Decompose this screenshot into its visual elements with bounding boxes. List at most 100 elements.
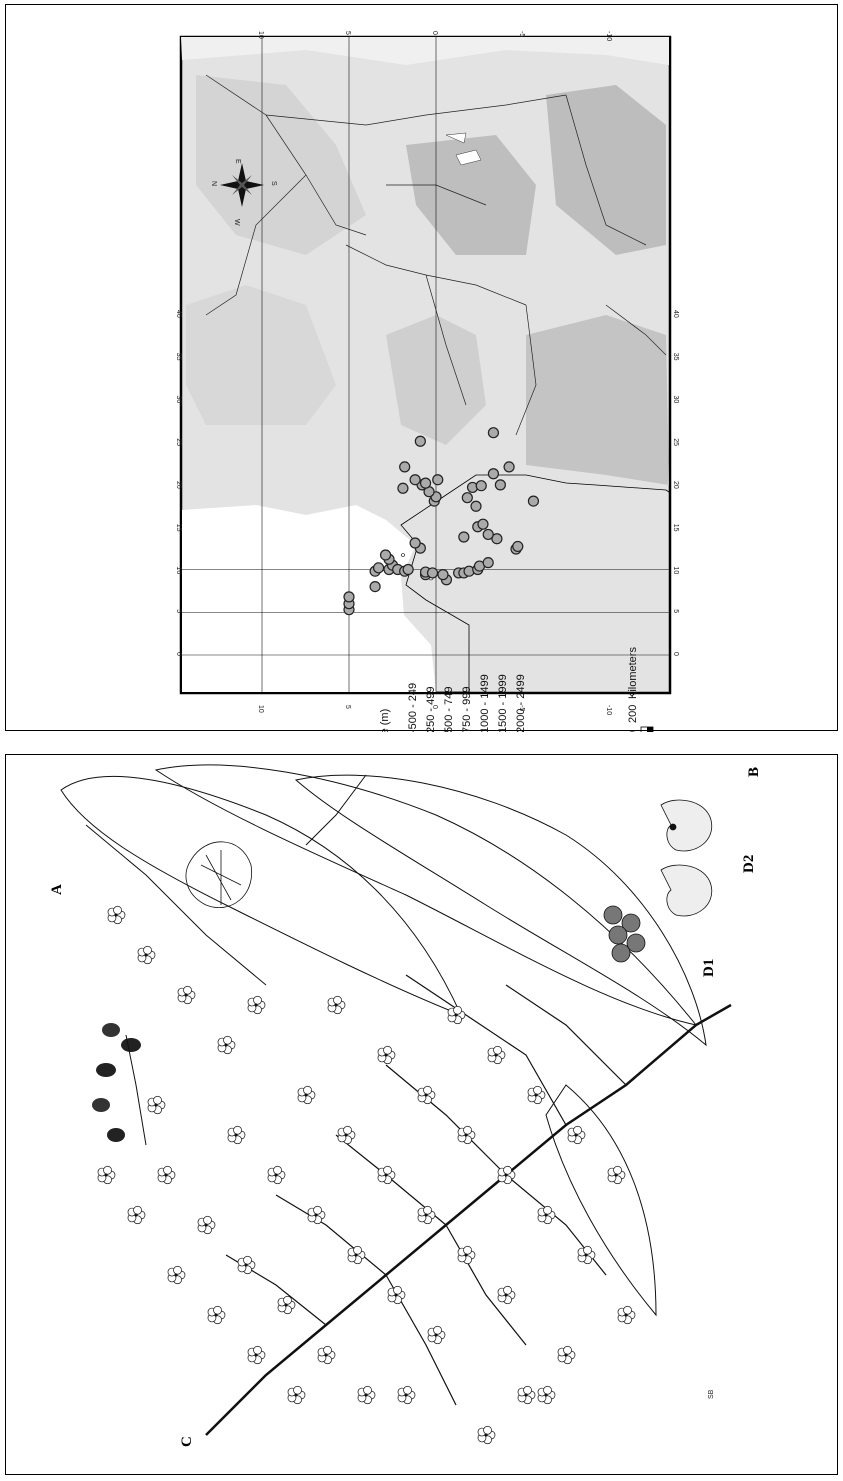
occurrence-point	[487, 427, 500, 439]
congo-basin-region	[526, 315, 669, 485]
legend-label: -500 - 249	[407, 683, 419, 732]
lon-tick-label: 35	[175, 353, 182, 361]
inflorescence-branches	[225, 974, 627, 1406]
label-c: C	[179, 1436, 195, 1447]
scale-unit: Kilometers	[627, 647, 639, 699]
highland-region-west	[186, 285, 336, 425]
label-d2: D2	[741, 855, 757, 873]
flower	[417, 1085, 436, 1105]
flower	[307, 1205, 326, 1225]
flower	[247, 995, 266, 1015]
flower	[177, 985, 196, 1005]
flower	[517, 1385, 536, 1405]
lat-tick-label: 5	[344, 31, 351, 35]
map-panel: 10 10 5 5 0 0 -5 -5 -10 -10 0 0 5 5 10 10 15 15 20 20 25 25 30…	[5, 4, 838, 732]
legend-label: 750 - 999	[461, 687, 473, 732]
lon-tick-label: 30	[175, 396, 182, 404]
lat-tick-label: 10	[257, 31, 264, 39]
lon-tick-label: 30	[672, 396, 679, 404]
botanical-illustration-panel: A B C D1 D2 SB	[5, 754, 838, 1475]
occurrence-point	[491, 533, 503, 545]
flower	[447, 1005, 466, 1025]
lat-tick-label: 5	[344, 705, 351, 709]
flower	[287, 1385, 306, 1405]
lon-tick-label: 25	[175, 438, 182, 446]
label-b: B	[746, 767, 762, 777]
scale-bar: 200 0 200 Kilometers	[627, 647, 654, 732]
seed-detail-d2	[660, 799, 713, 917]
flower	[217, 1035, 236, 1055]
flower	[337, 1125, 356, 1145]
flower-clusters	[97, 905, 636, 1445]
occurrence-point	[527, 495, 540, 507]
legend-label: 500 - 749	[443, 687, 455, 732]
altitude-legend: Altitude (m) -500 - 249 250 - 499 500 - 74…	[379, 674, 527, 732]
label-d1: D1	[701, 959, 717, 977]
legend-label: 1500 - 1999	[497, 674, 509, 732]
flower	[347, 1245, 366, 1265]
flower	[567, 1125, 586, 1145]
scale-label-right: 200	[627, 705, 639, 723]
flower	[527, 1085, 546, 1105]
occurrence-point	[475, 480, 487, 492]
occurrence-points	[343, 427, 540, 616]
flower	[147, 1095, 166, 1115]
lon-tick-label: 40	[175, 310, 182, 318]
label-a: A	[49, 884, 65, 895]
occurrence-point	[477, 518, 489, 530]
flower	[417, 1205, 436, 1225]
flower-detail-c	[185, 841, 253, 908]
flower	[297, 1085, 316, 1105]
occurrence-point	[432, 474, 444, 486]
occurrence-point	[409, 537, 421, 549]
compass-east: E	[234, 159, 241, 164]
compass-south: S	[270, 181, 277, 186]
flower	[137, 945, 156, 965]
flower	[477, 1425, 496, 1445]
flower	[197, 1215, 216, 1235]
lat-tick-label: -10	[605, 705, 612, 715]
flower	[577, 1245, 596, 1265]
lon-tick-label: 40	[672, 310, 679, 318]
lat-tick-label: 0	[431, 31, 438, 35]
lakes	[445, 132, 482, 166]
flower	[617, 1305, 636, 1325]
ocean	[182, 505, 436, 692]
leaf-upper	[60, 775, 462, 1016]
occurrence-point	[437, 569, 449, 581]
scale-frame	[640, 726, 654, 732]
flower	[457, 1245, 476, 1265]
flower	[397, 1385, 416, 1405]
flower	[357, 1385, 376, 1405]
occurrence-point	[399, 461, 411, 473]
flower	[457, 1125, 476, 1145]
flower	[377, 1045, 396, 1065]
occurrence-point	[494, 479, 506, 491]
fruit-cluster-a	[92, 1023, 147, 1146]
flower	[237, 1255, 256, 1275]
occurrence-point	[372, 562, 385, 574]
flower	[487, 1045, 506, 1065]
occurrence-point	[419, 477, 432, 489]
graticule	[181, 37, 670, 693]
flower	[557, 1345, 576, 1365]
flower	[317, 1345, 336, 1365]
occurrence-point	[482, 528, 494, 541]
lat-tick-label: -5	[518, 705, 525, 711]
artist-initials: SB	[708, 1389, 715, 1399]
northern-edge	[181, 37, 669, 65]
occurrence-point	[426, 567, 439, 579]
occurrence-point	[503, 461, 515, 473]
occurrence-point	[409, 474, 421, 486]
lat-tick-label: 10	[257, 705, 264, 713]
lon-tick-label: 35	[672, 353, 679, 361]
coastline	[400, 474, 670, 693]
rift-lakes-region	[406, 135, 536, 255]
occurrence-point	[461, 492, 473, 504]
flower	[107, 905, 126, 925]
occurrence-point	[402, 563, 414, 576]
compass-west: W	[233, 219, 240, 226]
occurrence-point	[414, 435, 426, 447]
lon-tick-label: 10	[175, 567, 182, 575]
leaf-large	[294, 774, 707, 1047]
